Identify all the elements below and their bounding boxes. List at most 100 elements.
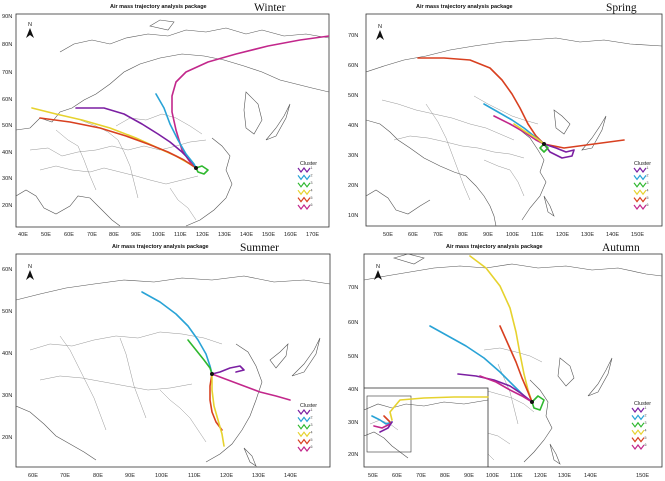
lat-axis: 60N 50N 40N 30N 20N bbox=[2, 267, 12, 441]
legend-swatch bbox=[297, 204, 311, 210]
lon-label: 160E bbox=[284, 232, 297, 238]
north-label: N bbox=[376, 264, 380, 270]
legend-item-cluster-5: 5 bbox=[633, 196, 649, 203]
legend-label: 2 bbox=[645, 414, 647, 418]
north-label: N bbox=[28, 264, 32, 270]
legend-swatch bbox=[297, 409, 311, 415]
lon-label: 110E bbox=[510, 473, 523, 479]
legend-label: 3 bbox=[311, 423, 313, 427]
lon-label: 120E bbox=[220, 473, 233, 479]
legend-label: 6 bbox=[311, 445, 313, 449]
trajectory-cluster-4 bbox=[513, 123, 545, 145]
legend-label: 2 bbox=[311, 174, 313, 178]
trajectory-cluster-3 bbox=[195, 165, 209, 175]
legend-item-cluster-2: 2 bbox=[631, 414, 647, 421]
north-arrow: N bbox=[26, 264, 34, 280]
legend-item-cluster-4: 4 bbox=[631, 428, 647, 436]
lon-label: 100E bbox=[506, 232, 519, 238]
map-frame bbox=[365, 13, 663, 227]
source-point bbox=[530, 400, 534, 404]
lon-label: 70E bbox=[433, 232, 443, 238]
legend-swatch bbox=[297, 196, 311, 203]
map-frame bbox=[15, 253, 331, 468]
trajectory-cluster-2 bbox=[141, 291, 213, 375]
lat-label: 20N bbox=[348, 452, 358, 458]
lat-label: 90N bbox=[2, 14, 12, 20]
source-point bbox=[194, 166, 198, 170]
lon-label: 110E bbox=[531, 232, 544, 238]
lon-label: 120E bbox=[196, 232, 209, 238]
lon-label: 170E bbox=[306, 232, 319, 238]
legend-item-cluster-3: 3 bbox=[297, 423, 313, 430]
lat-label: 50N bbox=[348, 93, 358, 99]
legend-swatch bbox=[633, 196, 647, 203]
lat-label: 20N bbox=[2, 435, 12, 441]
lon-label: 100E bbox=[155, 473, 168, 479]
legend-label: 1 bbox=[311, 408, 313, 412]
legend-item-cluster-4: 4 bbox=[633, 188, 649, 196]
legend-swatch bbox=[631, 414, 645, 421]
lon-label: 60E bbox=[64, 232, 74, 238]
legend-swatch bbox=[633, 181, 647, 188]
season-label: Winter bbox=[254, 2, 286, 14]
trajectory-cluster-1 bbox=[211, 365, 245, 375]
lat-label: 60N bbox=[2, 267, 12, 273]
legend-swatch bbox=[633, 174, 647, 181]
lon-label: 70E bbox=[87, 232, 97, 238]
lat-label: 30N bbox=[348, 153, 358, 159]
lon-label: 130E bbox=[218, 232, 231, 238]
lon-label: 110E bbox=[174, 232, 187, 238]
lon-label: 140E bbox=[240, 232, 253, 238]
lon-label: 80E bbox=[458, 232, 468, 238]
lon-label: 110E bbox=[188, 473, 201, 479]
lon-label: 130E bbox=[252, 473, 265, 479]
lat-label: 70N bbox=[348, 285, 358, 291]
legend-item-cluster-1: 1 bbox=[633, 166, 649, 173]
legend-item-cluster-6: 6 bbox=[631, 443, 647, 450]
legend-swatch bbox=[633, 189, 647, 196]
trajectory-cluster-2 bbox=[155, 93, 197, 169]
basemap bbox=[364, 254, 662, 465]
legend-item-cluster-3: 3 bbox=[297, 181, 313, 188]
legend-label: 1 bbox=[645, 406, 647, 410]
trajectory-cluster-6 bbox=[171, 35, 329, 169]
north-label: N bbox=[378, 24, 382, 30]
legend-swatch bbox=[297, 431, 311, 438]
legend-swatch bbox=[631, 421, 645, 428]
lon-label: 60E bbox=[408, 232, 418, 238]
trajectory-cluster-5 bbox=[39, 117, 197, 169]
trajectory-cluster-4 bbox=[469, 255, 533, 403]
trajectories bbox=[31, 35, 329, 175]
legend-label: 2 bbox=[311, 416, 313, 420]
legend-item-cluster-6: 6 bbox=[297, 203, 313, 210]
lon-label: 70E bbox=[60, 473, 70, 479]
lat-label: 80N bbox=[2, 42, 12, 48]
north-arrow-icon bbox=[26, 28, 34, 38]
basemap bbox=[366, 37, 662, 226]
lon-axis: 50E 60E 70E 80E 90E 100E 110E 120E 130E … bbox=[383, 232, 644, 238]
legend-item-cluster-3: 3 bbox=[633, 181, 649, 188]
inset-extent-box bbox=[366, 395, 412, 453]
lat-label: 60N bbox=[348, 320, 358, 326]
trajectories bbox=[141, 291, 291, 447]
legend-label: 3 bbox=[647, 181, 649, 185]
legend-item-cluster-2: 2 bbox=[297, 416, 313, 423]
package-title: Air mass trajectory analysis package bbox=[110, 4, 207, 10]
lon-label: 100E bbox=[486, 473, 499, 479]
legend-title: Cluster bbox=[634, 161, 651, 167]
legend-label: 5 bbox=[311, 438, 313, 442]
source-point bbox=[210, 372, 214, 376]
lon-label: 150E bbox=[636, 473, 649, 479]
season-label: Autumn bbox=[602, 242, 640, 254]
lat-label: 50N bbox=[2, 309, 12, 315]
map-panel-spring: Air mass trajectory analysis package Spr… bbox=[334, 0, 665, 240]
legend-label: 3 bbox=[645, 421, 647, 425]
lon-label: 50E bbox=[383, 232, 393, 238]
legend-swatch bbox=[631, 444, 645, 450]
north-arrow: N bbox=[26, 22, 34, 38]
legend-swatch bbox=[631, 429, 645, 436]
lat-label: 70N bbox=[348, 33, 358, 39]
lat-label: 30N bbox=[2, 176, 12, 182]
legend-item-cluster-2: 2 bbox=[297, 174, 313, 181]
lon-label: 150E bbox=[631, 232, 644, 238]
